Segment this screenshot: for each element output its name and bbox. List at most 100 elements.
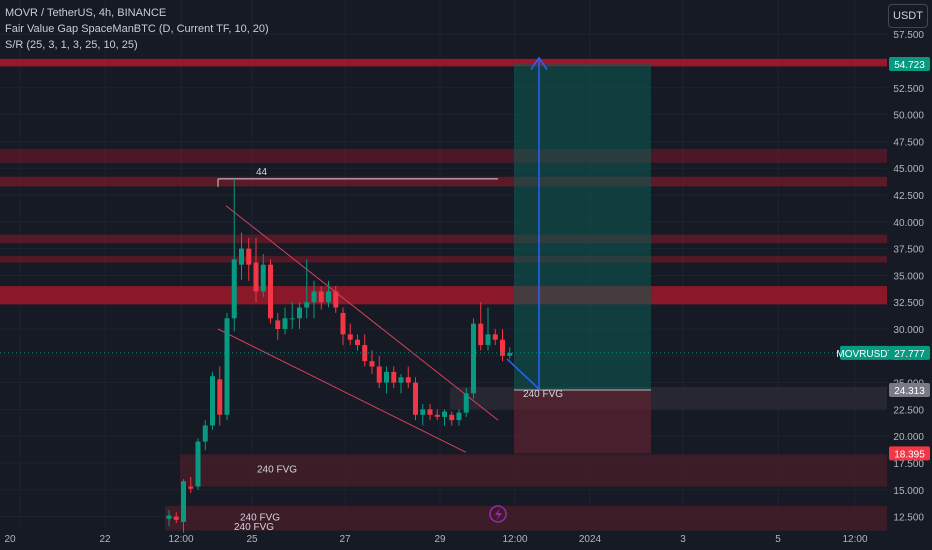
indicator-sr-legend[interactable]: S/R (25, 3, 1, 3, 25, 10, 25) — [5, 39, 138, 51]
high-label: 44 — [256, 167, 268, 178]
candle-body[interactable] — [173, 516, 179, 520]
candle-body[interactable] — [442, 411, 447, 417]
fvg-label: 240 FVG — [234, 522, 274, 533]
candle-body[interactable] — [181, 481, 186, 522]
candle-body[interactable] — [304, 302, 310, 308]
candle-body[interactable] — [456, 412, 462, 421]
time-tick-label: 29 — [434, 534, 446, 545]
symbol-price-tag[interactable] — [840, 345, 890, 360]
candle-body[interactable] — [449, 414, 455, 421]
price-tick-label: 37.500 — [893, 245, 924, 256]
candle-body[interactable] — [485, 334, 491, 346]
candle-body[interactable] — [260, 264, 266, 292]
entry-price-tag-text: 24.313 — [894, 386, 925, 397]
price-tick-label: 52.500 — [893, 84, 924, 95]
arrow-head — [530, 56, 548, 70]
candle-body[interactable] — [355, 339, 360, 346]
candle-body[interactable] — [347, 334, 353, 340]
lightning-bolt-glyph — [495, 508, 502, 521]
candle-body[interactable] — [210, 376, 215, 426]
candle-body[interactable] — [318, 291, 324, 303]
candle-body[interactable] — [405, 377, 411, 383]
indicator-fvg-legend[interactable]: Fair Value Gap SpaceManBTC (D, Current T… — [5, 23, 269, 35]
target-price-tag-text: 54.723 — [894, 60, 925, 71]
candle-body[interactable] — [333, 291, 339, 308]
price-tick-label: 45.000 — [893, 164, 924, 175]
time-tick-label: 5 — [775, 534, 781, 545]
wedge-upper-line[interactable] — [225, 205, 499, 421]
price-tick-label: 22.500 — [893, 405, 924, 416]
time-tick-label: 12:00 — [842, 534, 867, 545]
candle-body[interactable] — [420, 409, 426, 415]
lightning-icon[interactable] — [489, 505, 507, 523]
candle-body[interactable] — [376, 366, 382, 383]
candle-body[interactable] — [253, 262, 259, 292]
candle-body[interactable] — [224, 318, 230, 415]
time-tick-label: 12:00 — [502, 534, 527, 545]
candle-body[interactable] — [231, 259, 237, 319]
candle-body[interactable] — [217, 379, 223, 415]
candle-body[interactable] — [391, 371, 397, 383]
candle-body[interactable] — [478, 323, 484, 346]
time-tick-label: 2024 — [579, 534, 602, 545]
candle-body[interactable] — [492, 334, 498, 340]
time-tick-label: 3 — [680, 534, 686, 545]
price-tick-label: 50.000 — [893, 111, 924, 122]
candle-body[interactable] — [268, 264, 273, 319]
candle-body[interactable] — [384, 371, 389, 383]
fvg-box — [165, 505, 887, 531]
price-tick-label: 17.500 — [893, 459, 924, 470]
time-tick-label: 25 — [246, 534, 258, 545]
candle-body[interactable] — [326, 291, 331, 303]
time-tick-label: 27 — [339, 534, 351, 545]
stop-price-tag-text: 18.395 — [894, 449, 925, 460]
arrow-segment[interactable] — [506, 358, 540, 390]
price-tick-label: 20.000 — [893, 432, 924, 443]
sr-zone — [0, 234, 887, 244]
candle-body[interactable] — [507, 352, 513, 356]
candle-body[interactable] — [413, 382, 418, 415]
candle-body[interactable] — [282, 318, 288, 329]
candle-body[interactable] — [434, 414, 440, 417]
candle-body[interactable] — [166, 515, 172, 519]
position-stop-zone[interactable] — [514, 389, 651, 454]
time-axis-panel[interactable] — [0, 527, 887, 550]
candle-body[interactable] — [471, 323, 476, 394]
candle-body[interactable] — [195, 441, 201, 487]
candle-body[interactable] — [427, 409, 433, 415]
price-tick-label: 32.500 — [893, 298, 924, 309]
candle-body[interactable] — [188, 486, 194, 489]
currency-button[interactable]: USDT — [888, 4, 928, 28]
fvg-label: 240 FVG — [523, 389, 563, 400]
last-price-tag-text: 27.777 — [894, 349, 925, 360]
candle-body[interactable] — [311, 291, 317, 303]
candle-body[interactable] — [463, 393, 469, 413]
candle-body[interactable] — [289, 318, 295, 320]
fvg-label: 240 FVG — [240, 513, 280, 524]
candle-body[interactable] — [239, 248, 244, 265]
position-target-zone[interactable] — [514, 63, 651, 390]
candle-body[interactable] — [340, 312, 346, 335]
price-tick-label: 40.000 — [893, 218, 924, 229]
stop-price-tag[interactable] — [889, 446, 930, 461]
candle-body[interactable] — [246, 248, 252, 265]
last-price-tag[interactable] — [889, 345, 930, 360]
candle-body[interactable] — [275, 320, 281, 329]
target-price-tag[interactable] — [889, 56, 930, 71]
sr-zone — [0, 148, 887, 163]
candle-body[interactable] — [297, 307, 302, 319]
entry-price-tag[interactable] — [889, 382, 930, 397]
sr-zone — [0, 176, 887, 187]
time-tick-label: 20 — [4, 534, 16, 545]
time-tick-label: 22 — [99, 534, 111, 545]
price-tick-label: 30.000 — [893, 325, 924, 336]
candle-body[interactable] — [398, 377, 404, 383]
candle-body[interactable] — [369, 361, 375, 367]
candle-body[interactable] — [500, 339, 505, 356]
symbol-legend[interactable]: MOVR / TetherUS, 4h, BINANCE — [5, 7, 167, 19]
chart-legend: MOVR / TetherUS, 4h, BINANCE Fair Value … — [5, 5, 269, 53]
wedge-lower-line[interactable] — [217, 328, 467, 453]
candle-body[interactable] — [202, 425, 208, 442]
